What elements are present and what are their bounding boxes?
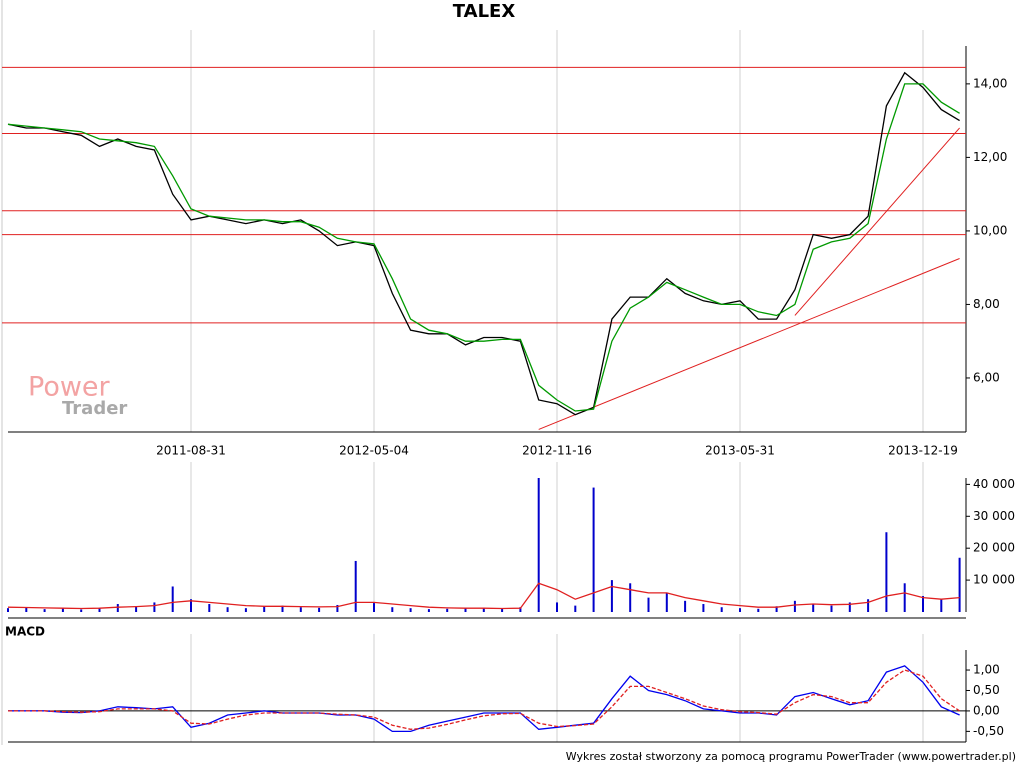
volume-bar xyxy=(702,604,705,612)
trend-line xyxy=(794,127,960,316)
volume-bar xyxy=(409,608,412,612)
volume-bar xyxy=(903,583,906,612)
y-tick-label: 10 000 xyxy=(973,573,1015,587)
x-tick-label: 2013-12-19 xyxy=(888,444,958,458)
volume-bar xyxy=(208,604,211,612)
y-tick-label: 12,00 xyxy=(973,150,1007,164)
volume-bar xyxy=(427,609,430,612)
y-tick-label: 14,00 xyxy=(973,76,1007,90)
y-tick-label: 0,00 xyxy=(973,703,1000,717)
volume-bar xyxy=(812,604,815,612)
volume-bar xyxy=(830,605,833,612)
macd-title: MACD xyxy=(5,625,45,639)
volume-bar xyxy=(226,607,229,612)
volume-bar xyxy=(336,604,339,612)
volume-bar xyxy=(153,602,156,612)
volume-bar xyxy=(922,596,924,612)
y-tick-label: 20 000 xyxy=(973,541,1015,555)
x-tick-label: 2013-05-31 xyxy=(705,444,775,458)
x-tick-label: 2012-05-04 xyxy=(339,444,409,458)
volume-bar xyxy=(720,607,723,612)
y-tick-label: 30 000 xyxy=(973,509,1015,523)
volume-bar xyxy=(318,607,321,612)
logo-trader: Trader xyxy=(62,398,127,419)
y-tick-label: 1,00 xyxy=(973,663,1000,677)
y-tick-label: 0,50 xyxy=(973,683,1000,697)
volume-bar xyxy=(940,599,943,612)
volume-bar xyxy=(135,606,138,612)
volume-bar xyxy=(793,600,796,612)
volume-bar xyxy=(281,605,284,612)
trend-line xyxy=(538,258,960,430)
y-tick-label: -0,50 xyxy=(973,724,1004,738)
volume-bar xyxy=(98,607,101,612)
volume-bar xyxy=(574,605,577,612)
volume-bar xyxy=(43,609,46,612)
volume-bar xyxy=(373,603,375,612)
volume-bar xyxy=(519,607,522,612)
volume-bar xyxy=(867,599,870,612)
volume-bar xyxy=(848,602,851,612)
volume-bar xyxy=(958,557,961,612)
volume-bar xyxy=(757,608,760,612)
series-line xyxy=(7,582,960,610)
y-tick-label: 40 000 xyxy=(973,477,1015,491)
volume-bar xyxy=(354,560,357,612)
volume-bar xyxy=(80,609,83,612)
volume-bar xyxy=(446,608,449,612)
series-line xyxy=(8,669,960,730)
volume-bar xyxy=(556,602,558,612)
series-line xyxy=(7,83,960,412)
series-line xyxy=(8,665,960,733)
volume-bar xyxy=(501,608,504,612)
volume-bar xyxy=(171,586,174,612)
y-tick-label: 6,00 xyxy=(973,370,1000,384)
footer: Wykres został stworzony za pomocą progra… xyxy=(566,750,1016,763)
volume-bar xyxy=(116,604,119,612)
chart-title: TALEX xyxy=(453,1,516,22)
logo-power: Power xyxy=(28,372,111,403)
volume-bar xyxy=(25,607,28,612)
volume-bar xyxy=(629,583,632,612)
volume-bar xyxy=(684,600,687,612)
x-tick-label: 2012-11-16 xyxy=(522,444,592,458)
volume-bar xyxy=(665,592,668,612)
volume-bar xyxy=(537,478,540,612)
volume-bar xyxy=(263,606,266,612)
volume-bar xyxy=(391,607,394,612)
volume-bar xyxy=(299,607,302,612)
x-tick-label: 2011-08-31 xyxy=(156,444,226,458)
volume-bar xyxy=(482,608,485,612)
y-tick-label: 10,00 xyxy=(973,223,1007,237)
volume-bar xyxy=(244,608,247,612)
volume-bar xyxy=(885,532,888,612)
volume-bar xyxy=(610,580,613,612)
volume-bar xyxy=(647,597,650,612)
series-line xyxy=(7,71,960,416)
volume-bar xyxy=(464,607,467,612)
volume-bar xyxy=(739,608,741,612)
volume-bar xyxy=(7,608,9,612)
volume-bar xyxy=(61,608,64,612)
y-tick-label: 8,00 xyxy=(973,297,1000,311)
volume-bar xyxy=(775,606,778,612)
volume-bar xyxy=(190,599,192,612)
volume-bar xyxy=(592,487,595,612)
